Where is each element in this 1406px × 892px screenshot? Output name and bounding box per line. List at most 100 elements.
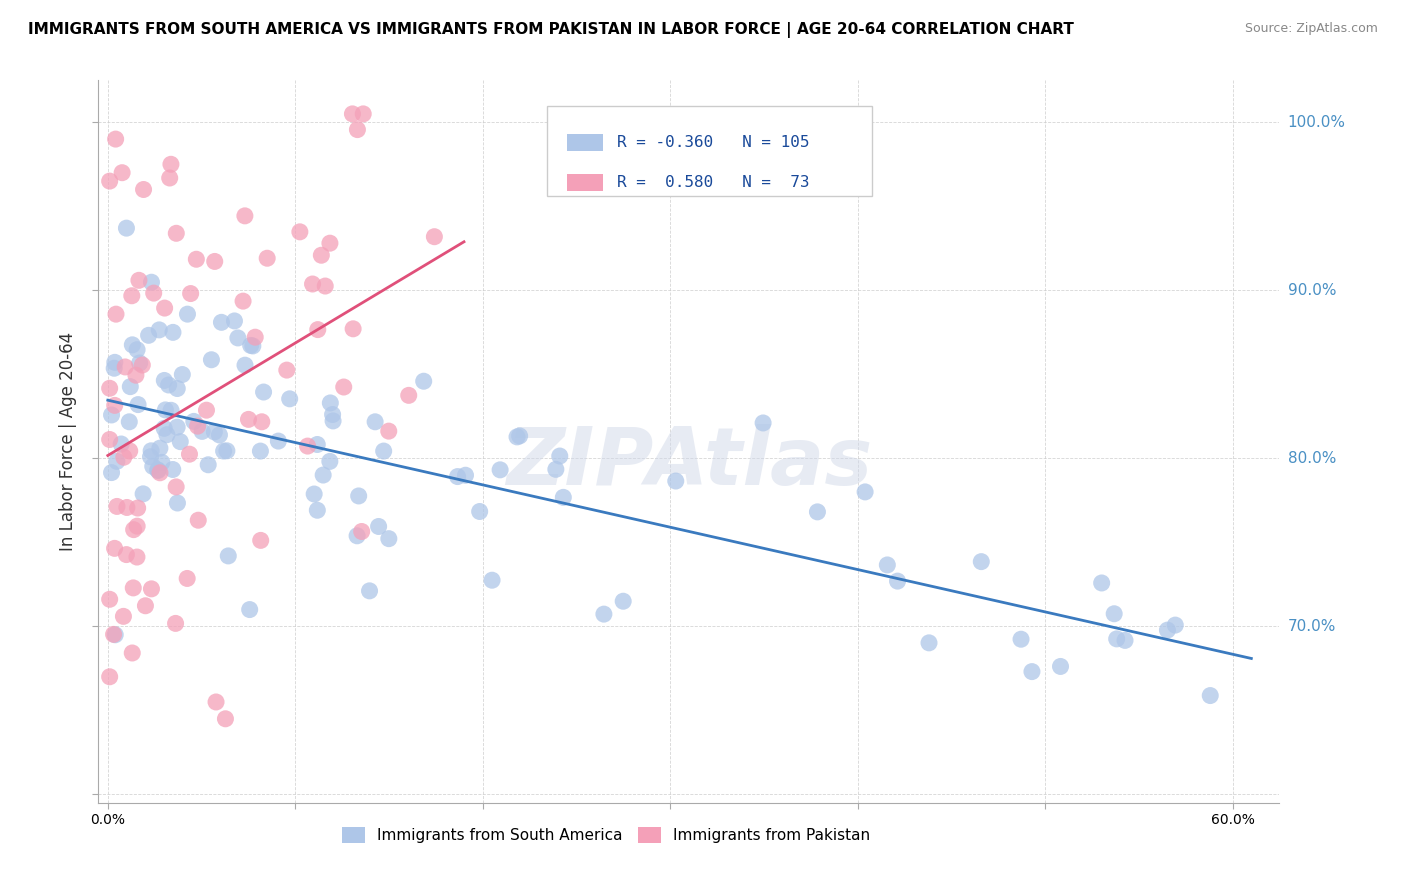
Point bbox=[212, 444, 235, 458]
Point bbox=[307, 503, 329, 517]
Point bbox=[187, 419, 209, 434]
Point bbox=[104, 355, 127, 369]
Point bbox=[332, 380, 354, 394]
Point bbox=[233, 209, 256, 223]
Point bbox=[267, 434, 290, 448]
Point bbox=[132, 487, 155, 501]
Point bbox=[127, 398, 149, 412]
Point bbox=[238, 412, 260, 426]
Point bbox=[249, 533, 271, 548]
Point bbox=[314, 279, 336, 293]
Point bbox=[509, 429, 531, 443]
Point bbox=[153, 421, 176, 435]
Text: R =  0.580   N =  73: R = 0.580 N = 73 bbox=[617, 175, 810, 190]
Point bbox=[239, 602, 262, 616]
Point bbox=[367, 519, 389, 533]
Point bbox=[342, 322, 364, 336]
Point bbox=[105, 454, 128, 468]
Point bbox=[1156, 623, 1178, 637]
Text: 90.0%: 90.0% bbox=[1288, 283, 1336, 298]
Point bbox=[553, 491, 575, 505]
Point bbox=[112, 609, 135, 624]
Point bbox=[118, 415, 141, 429]
Point bbox=[342, 107, 364, 121]
Point bbox=[1102, 607, 1125, 621]
Point bbox=[176, 307, 198, 321]
Point bbox=[111, 166, 134, 180]
Point bbox=[138, 328, 160, 343]
Point bbox=[166, 496, 188, 510]
Point bbox=[121, 289, 143, 303]
Point bbox=[103, 361, 125, 376]
Point bbox=[242, 339, 264, 353]
Point bbox=[148, 323, 170, 337]
Point bbox=[250, 415, 273, 429]
Point bbox=[204, 254, 226, 268]
Point bbox=[506, 430, 529, 444]
Point bbox=[110, 437, 132, 451]
Point bbox=[200, 352, 222, 367]
Point bbox=[180, 286, 202, 301]
Point bbox=[120, 379, 142, 393]
Point bbox=[141, 582, 163, 596]
Point bbox=[100, 408, 122, 422]
Point bbox=[1114, 633, 1136, 648]
Point bbox=[127, 501, 149, 516]
Point bbox=[156, 427, 179, 442]
Point bbox=[217, 549, 239, 563]
Point bbox=[307, 323, 329, 337]
Point bbox=[245, 330, 267, 344]
Point bbox=[115, 548, 138, 562]
Point bbox=[214, 712, 236, 726]
Point bbox=[352, 107, 374, 121]
Point bbox=[146, 463, 169, 477]
Point bbox=[233, 358, 256, 372]
Point bbox=[159, 171, 181, 186]
Point bbox=[139, 450, 162, 464]
Point bbox=[665, 474, 688, 488]
Point bbox=[398, 388, 420, 402]
Point bbox=[165, 227, 187, 241]
Y-axis label: In Labor Force | Age 20-64: In Labor Force | Age 20-64 bbox=[59, 332, 77, 551]
Text: Source: ZipAtlas.com: Source: ZipAtlas.com bbox=[1244, 22, 1378, 36]
Point bbox=[346, 122, 368, 136]
Point bbox=[346, 529, 368, 543]
Point bbox=[1021, 665, 1043, 679]
Point bbox=[806, 505, 828, 519]
Point bbox=[104, 628, 127, 642]
Point bbox=[187, 513, 209, 527]
Point bbox=[114, 359, 136, 374]
Point bbox=[232, 294, 254, 309]
Point bbox=[752, 416, 775, 430]
Text: IMMIGRANTS FROM SOUTH AMERICA VS IMMIGRANTS FROM PAKISTAN IN LABOR FORCE | AGE 2: IMMIGRANTS FROM SOUTH AMERICA VS IMMIGRA… bbox=[28, 22, 1074, 38]
Point bbox=[297, 439, 319, 453]
Point bbox=[319, 236, 342, 251]
Point bbox=[127, 343, 149, 357]
Point bbox=[153, 301, 176, 315]
Point bbox=[165, 480, 187, 494]
Point bbox=[186, 252, 208, 267]
Point bbox=[149, 466, 172, 480]
Point bbox=[127, 519, 149, 533]
Point bbox=[322, 408, 344, 422]
Point bbox=[226, 331, 249, 345]
Point bbox=[853, 484, 876, 499]
Point bbox=[118, 443, 141, 458]
Point bbox=[191, 425, 214, 439]
Point bbox=[378, 532, 401, 546]
Point bbox=[886, 574, 908, 588]
Point bbox=[423, 229, 446, 244]
Point bbox=[128, 356, 150, 370]
Point bbox=[157, 378, 180, 392]
Point bbox=[121, 338, 143, 352]
Text: R = -0.360   N = 105: R = -0.360 N = 105 bbox=[617, 135, 810, 150]
Point bbox=[1091, 576, 1114, 591]
Point bbox=[153, 374, 176, 388]
Point bbox=[149, 441, 172, 455]
Point bbox=[288, 225, 311, 239]
Point bbox=[162, 326, 184, 340]
Point bbox=[160, 403, 183, 417]
Point bbox=[489, 463, 512, 477]
Point bbox=[125, 368, 148, 383]
Text: 70.0%: 70.0% bbox=[1288, 619, 1336, 634]
